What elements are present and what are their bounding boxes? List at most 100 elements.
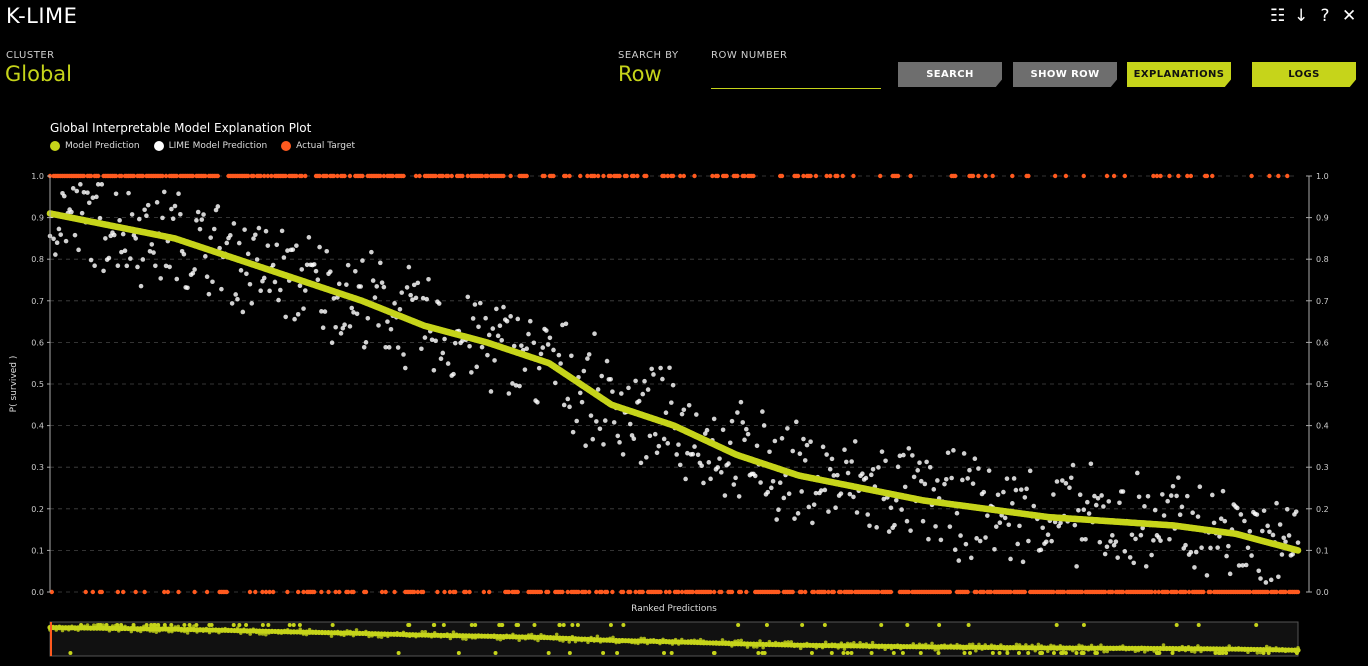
actual-target-point	[165, 589, 171, 595]
lime-point	[495, 333, 501, 339]
lime-point	[1270, 532, 1276, 538]
search-button[interactable]: SEARCH	[898, 62, 1002, 87]
lime-point	[740, 420, 746, 425]
lime-point	[908, 528, 913, 533]
navigator-target-point	[937, 623, 942, 627]
lime-point	[1038, 547, 1044, 553]
lime-point	[726, 461, 731, 466]
lime-point	[1204, 573, 1210, 578]
actual-target-point	[1051, 589, 1056, 595]
actual-target-point	[822, 589, 828, 595]
navigator-target-point	[162, 623, 167, 627]
lime-point	[63, 238, 69, 244]
navigator-scatter-point	[451, 630, 456, 634]
navigator-target-point	[152, 623, 157, 627]
navigator-target-point	[431, 623, 436, 627]
lime-point	[1190, 510, 1195, 516]
lime-point	[1113, 539, 1119, 544]
lime-point	[558, 361, 563, 366]
navigator-scatter-point	[1121, 644, 1125, 648]
actual-target-point	[417, 173, 422, 179]
actual-target-point	[808, 173, 813, 179]
navigator-target-point	[516, 623, 521, 627]
lime-point	[1142, 504, 1147, 509]
actual-target-point	[676, 589, 681, 595]
lime-point	[531, 340, 537, 346]
actual-target-point	[487, 589, 492, 595]
lime-point	[190, 270, 196, 276]
help-icon[interactable]: ?	[1320, 6, 1330, 26]
lime-point	[278, 287, 283, 293]
lime-point	[122, 248, 128, 253]
lime-point	[229, 301, 235, 306]
navigator-scatter-point	[561, 639, 565, 643]
logs-button[interactable]: LOGS	[1252, 62, 1356, 87]
lime-point	[178, 211, 183, 217]
navigator-scatter-point	[260, 632, 265, 636]
legend-lime-prediction[interactable]: LIME Model Prediction	[153, 141, 267, 151]
lime-point	[95, 182, 101, 187]
navigator-scatter-point	[1099, 643, 1103, 647]
lime-point	[211, 226, 217, 232]
navigator-target-point	[918, 651, 923, 655]
legend-model-prediction[interactable]: Model Prediction	[50, 141, 140, 151]
cluster-value[interactable]: Global	[5, 62, 72, 86]
navigator-target-point	[182, 623, 187, 627]
lime-point	[236, 240, 242, 246]
search-by-value[interactable]: Row	[618, 62, 662, 86]
lime-point	[965, 476, 970, 481]
actual-target-point	[433, 173, 438, 179]
lime-point	[1284, 507, 1290, 512]
navigator-target-point	[809, 651, 814, 655]
actual-target-point	[681, 173, 687, 179]
y-tick-label-right: 0.5	[1316, 380, 1329, 389]
lime-point	[804, 442, 810, 448]
lime-point	[445, 361, 451, 366]
actual-target-point	[460, 173, 465, 179]
cluster-label: CLUSTER	[6, 50, 55, 61]
lime-point	[442, 336, 447, 342]
actual-target-point	[610, 589, 615, 595]
actual-target-points	[47, 173, 1301, 595]
navigator-target-point	[194, 623, 199, 627]
navigator-target-point	[1051, 651, 1056, 655]
explanations-button[interactable]: EXPLANATIONS	[1127, 62, 1231, 87]
navigator-scatter-point	[1192, 650, 1197, 654]
lime-point	[276, 297, 281, 303]
row-number-input[interactable]	[711, 66, 881, 89]
actual-target-point	[1176, 173, 1181, 179]
lime-point	[917, 460, 922, 466]
lime-point	[599, 373, 604, 379]
actual-target-point	[312, 589, 317, 595]
legend-dot-lime	[153, 141, 164, 151]
lime-point	[306, 235, 312, 240]
download-icon[interactable]: ↓	[1294, 6, 1309, 26]
lime-point	[433, 338, 438, 344]
y-tick-label-right: 0.0	[1316, 588, 1329, 597]
lime-point	[1068, 475, 1074, 481]
legend-actual-target[interactable]: Actual Target	[281, 141, 355, 151]
close-icon[interactable]: ✕	[1342, 6, 1357, 26]
lime-point	[97, 215, 103, 221]
navigator-scatter-point	[536, 638, 540, 643]
lime-point	[402, 365, 408, 371]
lime-point	[1001, 489, 1006, 495]
show-row-button[interactable]: SHOW ROW	[1013, 62, 1117, 87]
y-tick-label: 0.4	[31, 422, 44, 431]
lime-point	[865, 512, 871, 517]
actual-target-point	[1081, 173, 1086, 179]
lime-point	[1249, 553, 1254, 558]
model-prediction-points	[46, 210, 1302, 554]
lime-point	[1245, 545, 1251, 551]
list-icon[interactable]: ☷	[1270, 6, 1286, 26]
lime-point	[385, 319, 390, 324]
navigator-target-point	[1174, 623, 1179, 627]
actual-target-point	[1283, 589, 1288, 595]
lime-point	[569, 353, 574, 359]
actual-target-point	[506, 589, 512, 595]
actual-target-point	[390, 173, 395, 179]
navigator-scatter-point	[1070, 648, 1075, 653]
actual-target-point	[301, 589, 306, 595]
lime-point	[333, 324, 338, 330]
